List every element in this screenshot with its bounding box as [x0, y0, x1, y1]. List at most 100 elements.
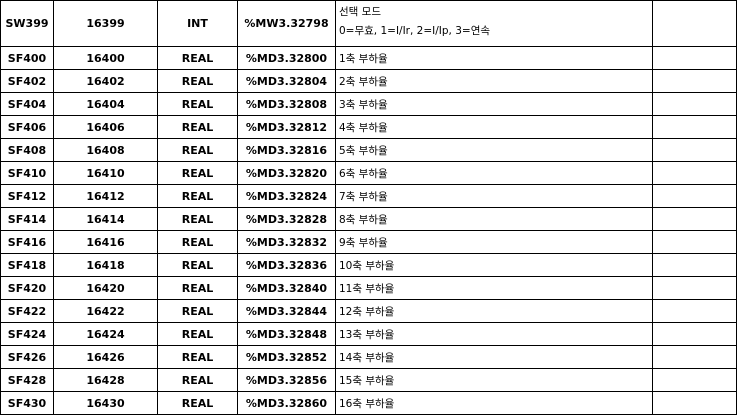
cell-address[interactable]: %MD3.32816 [237, 138, 336, 162]
cell-description[interactable]: 8축 부하율 [335, 207, 653, 231]
cell-extra[interactable] [652, 391, 737, 415]
cell-name[interactable]: SF400 [0, 46, 54, 70]
cell-name[interactable]: SF406 [0, 115, 54, 139]
cell-address[interactable]: %MD3.32808 [237, 92, 336, 116]
cell-number[interactable]: 16426 [53, 345, 158, 369]
cell-number[interactable]: 16428 [53, 368, 158, 392]
cell-type[interactable]: REAL [157, 230, 238, 254]
cell-type[interactable]: REAL [157, 115, 238, 139]
cell-address[interactable]: %MD3.32824 [237, 184, 336, 208]
cell-extra[interactable] [652, 276, 737, 300]
cell-extra[interactable] [652, 253, 737, 277]
cell-address[interactable]: %MD3.32840 [237, 276, 336, 300]
cell-name[interactable]: SF428 [0, 368, 54, 392]
cell-name[interactable]: SF424 [0, 322, 54, 346]
cell-description[interactable]: 7축 부하율 [335, 184, 653, 208]
cell-address[interactable]: %MD3.32848 [237, 322, 336, 346]
cell-description[interactable]: 4축 부하율 [335, 115, 653, 139]
cell-description[interactable]: 16축 부하율 [335, 391, 653, 415]
cell-type[interactable]: REAL [157, 299, 238, 323]
cell-description[interactable]: 12축 부하율 [335, 299, 653, 323]
cell-address[interactable]: %MD3.32800 [237, 46, 336, 70]
cell-description[interactable]: 9축 부하율 [335, 230, 653, 254]
cell-extra[interactable] [652, 138, 737, 162]
cell-number[interactable]: 16422 [53, 299, 158, 323]
cell-extra[interactable] [652, 46, 737, 70]
cell-number[interactable]: 16400 [53, 46, 158, 70]
cell-name[interactable]: SF410 [0, 161, 54, 185]
cell-description[interactable]: 5축 부하율 [335, 138, 653, 162]
cell-type[interactable]: REAL [157, 207, 238, 231]
cell-name[interactable]: SF408 [0, 138, 54, 162]
cell-type[interactable]: REAL [157, 184, 238, 208]
cell-name[interactable]: SW399 [0, 0, 54, 47]
cell-extra[interactable] [652, 0, 737, 47]
cell-extra[interactable] [652, 92, 737, 116]
cell-number[interactable]: 16418 [53, 253, 158, 277]
cell-extra[interactable] [652, 207, 737, 231]
cell-description[interactable]: 10축 부하율 [335, 253, 653, 277]
cell-name[interactable]: SF430 [0, 391, 54, 415]
cell-address[interactable]: %MD3.32860 [237, 391, 336, 415]
cell-type[interactable]: REAL [157, 345, 238, 369]
cell-extra[interactable] [652, 230, 737, 254]
cell-type[interactable]: REAL [157, 161, 238, 185]
cell-type[interactable]: REAL [157, 46, 238, 70]
cell-type[interactable]: REAL [157, 69, 238, 93]
cell-number[interactable]: 16412 [53, 184, 158, 208]
cell-type[interactable]: REAL [157, 92, 238, 116]
cell-number[interactable]: 16410 [53, 161, 158, 185]
cell-name[interactable]: SF422 [0, 299, 54, 323]
cell-number[interactable]: 16416 [53, 230, 158, 254]
cell-name[interactable]: SF402 [0, 69, 54, 93]
cell-description[interactable]: 14축 부하율 [335, 345, 653, 369]
cell-description[interactable]: 13축 부하율 [335, 322, 653, 346]
cell-number[interactable]: 16424 [53, 322, 158, 346]
cell-address[interactable]: %MD3.32844 [237, 299, 336, 323]
cell-number[interactable]: 16430 [53, 391, 158, 415]
cell-extra[interactable] [652, 161, 737, 185]
cell-extra[interactable] [652, 345, 737, 369]
cell-address[interactable]: %MD3.32852 [237, 345, 336, 369]
cell-type[interactable]: REAL [157, 322, 238, 346]
cell-type[interactable]: REAL [157, 368, 238, 392]
cell-extra[interactable] [652, 322, 737, 346]
cell-type[interactable]: REAL [157, 253, 238, 277]
cell-type[interactable]: REAL [157, 138, 238, 162]
cell-number[interactable]: 16404 [53, 92, 158, 116]
cell-name[interactable]: SF414 [0, 207, 54, 231]
cell-name[interactable]: SF418 [0, 253, 54, 277]
cell-description[interactable]: 2축 부하율 [335, 69, 653, 93]
cell-description[interactable]: 11축 부하율 [335, 276, 653, 300]
cell-name[interactable]: SF416 [0, 230, 54, 254]
cell-address[interactable]: %MD3.32836 [237, 253, 336, 277]
cell-description[interactable]: 3축 부하율 [335, 92, 653, 116]
cell-type[interactable]: REAL [157, 391, 238, 415]
cell-number[interactable]: 16402 [53, 69, 158, 93]
cell-extra[interactable] [652, 115, 737, 139]
cell-description[interactable]: 15축 부하율 [335, 368, 653, 392]
cell-extra[interactable] [652, 69, 737, 93]
cell-number[interactable]: 16399 [53, 0, 158, 47]
cell-description[interactable]: 선택 모드 0=무효, 1=I/Ir, 2=I/Ip, 3=연속 [335, 0, 653, 47]
cell-address[interactable]: %MD3.32828 [237, 207, 336, 231]
cell-address[interactable]: %MD3.32832 [237, 230, 336, 254]
cell-address[interactable]: %MD3.32812 [237, 115, 336, 139]
cell-number[interactable]: 16414 [53, 207, 158, 231]
cell-address[interactable]: %MW3.32798 [237, 0, 336, 47]
cell-name[interactable]: SF426 [0, 345, 54, 369]
cell-address[interactable]: %MD3.32856 [237, 368, 336, 392]
cell-description[interactable]: 6축 부하율 [335, 161, 653, 185]
cell-extra[interactable] [652, 368, 737, 392]
cell-address[interactable]: %MD3.32804 [237, 69, 336, 93]
cell-address[interactable]: %MD3.32820 [237, 161, 336, 185]
cell-number[interactable]: 16408 [53, 138, 158, 162]
cell-extra[interactable] [652, 184, 737, 208]
cell-number[interactable]: 16420 [53, 276, 158, 300]
cell-extra[interactable] [652, 299, 737, 323]
cell-name[interactable]: SF412 [0, 184, 54, 208]
cell-description[interactable]: 1축 부하율 [335, 46, 653, 70]
cell-name[interactable]: SF420 [0, 276, 54, 300]
cell-type[interactable]: INT [157, 0, 238, 47]
cell-number[interactable]: 16406 [53, 115, 158, 139]
